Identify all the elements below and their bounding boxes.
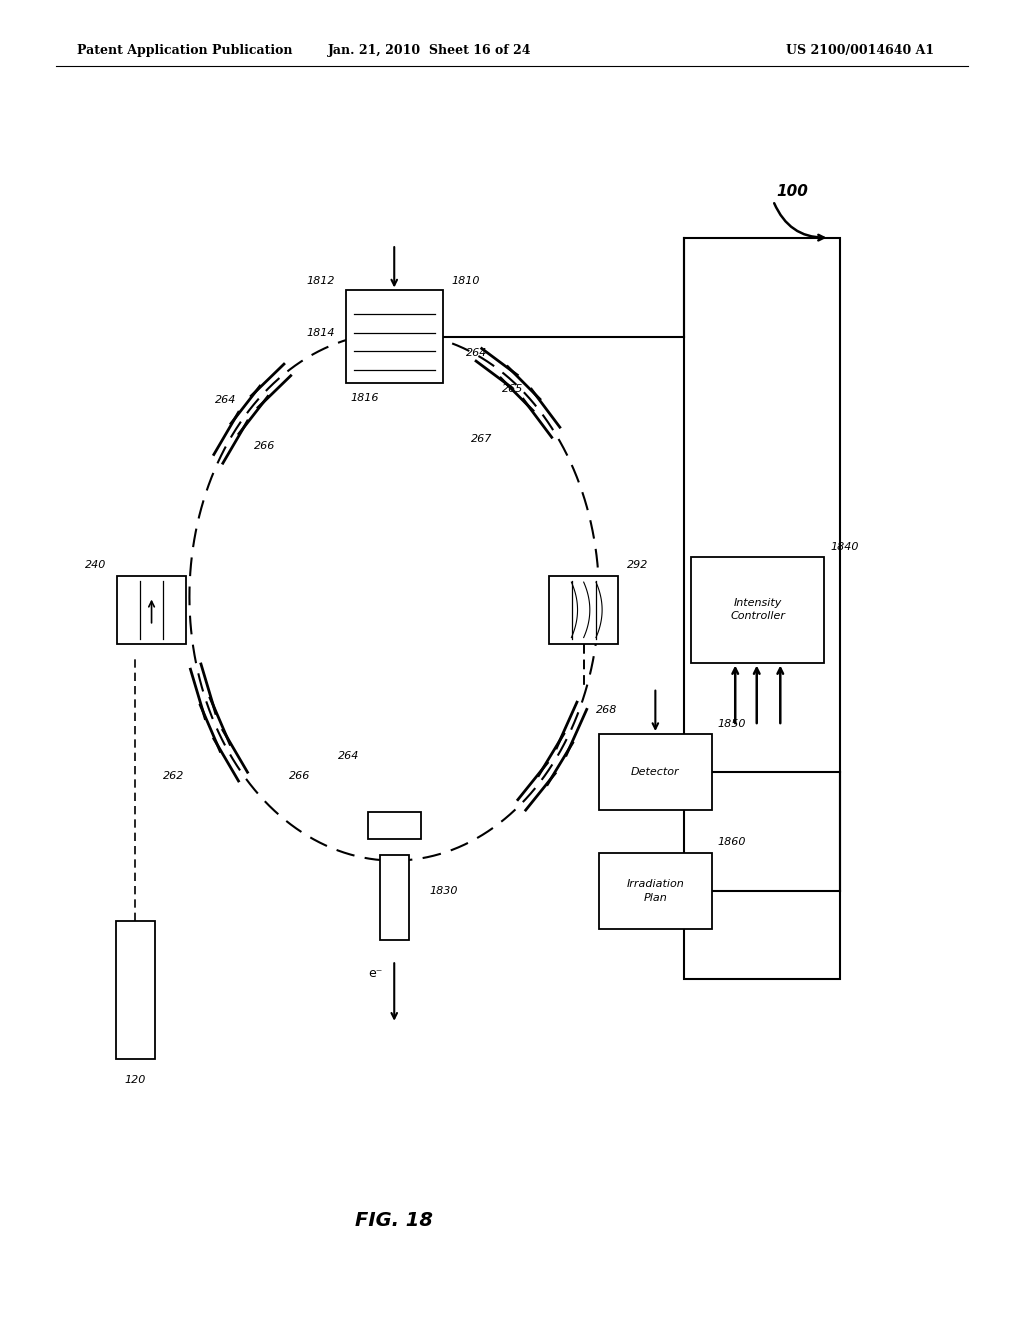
Text: 1830: 1830: [429, 886, 458, 896]
Bar: [380, 855, 409, 940]
Text: Patent Application Publication: Patent Application Publication: [77, 44, 292, 57]
Text: e⁻: e⁻: [369, 968, 383, 979]
Text: 265: 265: [502, 384, 523, 395]
Text: 268: 268: [596, 705, 617, 715]
Text: 264: 264: [466, 348, 487, 359]
Text: 1850: 1850: [718, 718, 746, 729]
Text: 1812: 1812: [307, 276, 336, 286]
Bar: [346, 290, 442, 383]
Text: 1860: 1860: [718, 837, 746, 847]
Text: Irradiation
Plan: Irradiation Plan: [627, 879, 684, 903]
Text: 1810: 1810: [451, 276, 479, 286]
Bar: [599, 853, 712, 929]
Text: Jan. 21, 2010  Sheet 16 of 24: Jan. 21, 2010 Sheet 16 of 24: [329, 44, 531, 57]
Text: Detector: Detector: [631, 767, 680, 777]
Bar: [117, 576, 186, 644]
Bar: [684, 238, 840, 979]
Text: 266: 266: [289, 771, 310, 781]
Text: 292: 292: [627, 560, 648, 570]
Text: Intensity
Controller: Intensity Controller: [730, 598, 785, 622]
Text: 1816: 1816: [350, 393, 379, 404]
Bar: [116, 921, 155, 1059]
Bar: [549, 576, 618, 644]
Text: 1840: 1840: [830, 541, 859, 552]
Text: FIG. 18: FIG. 18: [355, 1212, 433, 1230]
Bar: [368, 812, 421, 840]
Text: 1814: 1814: [307, 327, 336, 338]
Text: 266: 266: [254, 441, 275, 451]
Text: 264: 264: [338, 751, 359, 762]
Text: US 2100/0014640 A1: US 2100/0014640 A1: [786, 44, 934, 57]
Bar: [599, 734, 712, 810]
Bar: [691, 557, 824, 663]
Text: 120: 120: [125, 1074, 145, 1085]
Text: 267: 267: [471, 434, 493, 445]
Text: 264: 264: [215, 395, 237, 405]
Text: 262: 262: [163, 771, 184, 781]
Text: 240: 240: [85, 560, 106, 570]
Text: 100: 100: [776, 183, 808, 199]
